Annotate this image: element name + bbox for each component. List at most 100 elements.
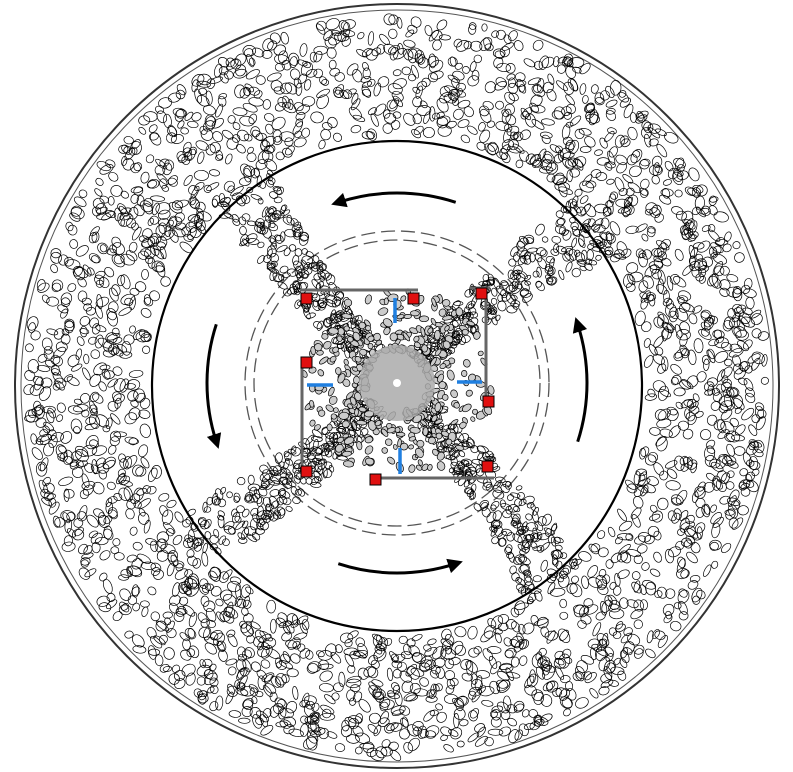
pebble — [253, 167, 260, 178]
pebble — [269, 213, 280, 222]
pebble — [675, 210, 688, 221]
pebble — [80, 557, 91, 566]
pebble — [568, 57, 585, 68]
pebble — [291, 221, 302, 233]
pebble — [270, 260, 278, 268]
pebble — [566, 583, 578, 594]
pebble — [442, 315, 453, 321]
pebble — [337, 338, 346, 350]
pebble — [307, 262, 315, 269]
pebble — [43, 349, 55, 360]
pebble — [154, 654, 164, 667]
pebble — [554, 665, 565, 680]
pebble — [711, 273, 719, 288]
pebble — [85, 416, 96, 425]
pebble — [732, 288, 743, 302]
pebble — [743, 378, 754, 391]
pebble — [156, 531, 170, 543]
pebble — [257, 646, 270, 658]
pebble — [377, 76, 390, 88]
pebble — [431, 297, 437, 307]
pebble — [459, 719, 469, 727]
pebble — [630, 149, 643, 164]
pebble — [347, 403, 353, 410]
pebble — [101, 368, 111, 380]
pebble — [662, 603, 675, 616]
pebble — [733, 286, 742, 295]
pebble — [214, 63, 223, 78]
pebble — [508, 729, 520, 744]
pebble — [690, 405, 700, 415]
pebble — [434, 348, 442, 357]
pebble — [449, 677, 459, 687]
pebble — [576, 660, 588, 674]
pebble — [133, 500, 142, 509]
pebble — [750, 313, 763, 325]
pebble — [408, 645, 421, 657]
pebble — [381, 428, 389, 437]
pebble — [82, 264, 92, 277]
pebble — [463, 106, 474, 118]
pebble — [509, 565, 517, 575]
pebble — [669, 310, 679, 320]
pebble — [140, 600, 150, 608]
pebble — [264, 113, 275, 122]
pebble — [679, 225, 689, 236]
pebble — [384, 638, 393, 646]
pebble — [351, 421, 358, 431]
pebble — [508, 92, 519, 102]
pebble — [343, 436, 355, 445]
pebble — [465, 389, 473, 397]
pebble — [174, 212, 185, 223]
pebble — [179, 632, 190, 642]
pebble — [510, 492, 521, 498]
pebble — [579, 195, 589, 204]
pebble — [242, 238, 250, 247]
pebble — [354, 391, 362, 402]
pebble — [486, 511, 497, 523]
pebble — [219, 610, 231, 622]
pebble — [546, 630, 556, 644]
pebble — [301, 127, 311, 138]
pebble — [411, 634, 423, 642]
pebble — [277, 612, 288, 624]
pebble — [522, 622, 535, 635]
pebble — [120, 214, 134, 227]
pebble — [606, 178, 615, 185]
pebble — [107, 496, 118, 504]
pebble — [147, 178, 160, 189]
pebble — [656, 418, 672, 429]
pebble — [76, 336, 85, 346]
pebble — [629, 112, 637, 123]
pebble — [421, 463, 429, 471]
pebble — [524, 274, 532, 281]
pebble — [334, 72, 345, 82]
pebble — [161, 509, 174, 525]
pebble — [617, 206, 631, 214]
pebble — [639, 584, 647, 595]
pebble — [532, 39, 544, 51]
pebble — [73, 266, 84, 277]
pebble — [671, 206, 684, 216]
pebble — [246, 53, 255, 68]
pebble — [541, 118, 555, 126]
pebble — [734, 407, 742, 414]
pebble — [253, 636, 265, 648]
pebble — [528, 153, 541, 165]
pebble — [639, 187, 648, 196]
pebble — [128, 565, 143, 578]
pebble — [349, 697, 357, 706]
pebble — [605, 85, 615, 98]
pebble — [505, 505, 513, 515]
pebble — [473, 331, 481, 340]
pebble — [56, 414, 64, 422]
pebble — [731, 500, 740, 510]
pebble — [133, 162, 143, 172]
pebble — [445, 438, 453, 446]
pebble — [522, 293, 533, 303]
blue-vanes — [307, 298, 482, 474]
pebble — [550, 536, 557, 547]
pebble — [436, 115, 451, 126]
pebble — [559, 629, 569, 641]
pebble — [270, 80, 283, 92]
